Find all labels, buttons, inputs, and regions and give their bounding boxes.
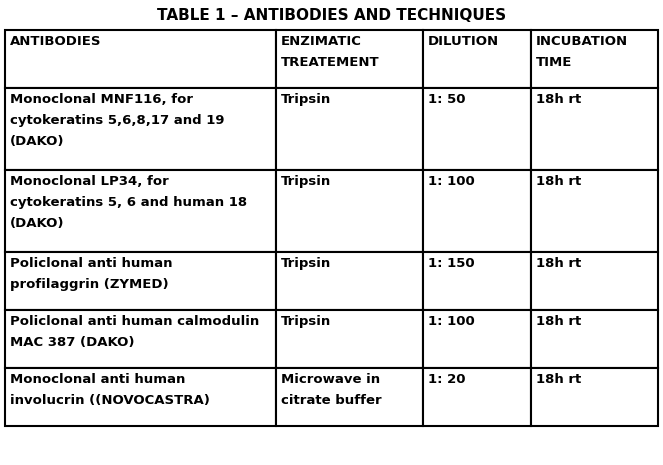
Text: Policlonal anti human calmodulin
MAC 387 (DAKO): Policlonal anti human calmodulin MAC 387… (10, 315, 259, 349)
Bar (5, 30, 276, 88)
Bar (423, 30, 530, 88)
Text: ENZIMATIC
TREATEMENT: ENZIMATIC TREATEMENT (281, 35, 380, 69)
Text: DILUTION: DILUTION (428, 35, 499, 48)
Text: 18h rt: 18h rt (536, 175, 581, 188)
Bar (276, 30, 423, 88)
Text: 18h rt: 18h rt (536, 93, 581, 106)
Bar (530, 252, 658, 310)
Bar (530, 88, 658, 170)
Text: 1: 50: 1: 50 (428, 93, 465, 106)
Text: 18h rt: 18h rt (536, 315, 581, 328)
Bar (276, 170, 423, 252)
Bar (276, 310, 423, 368)
Text: INCUBATION
TIME: INCUBATION TIME (536, 35, 628, 69)
Bar (5, 252, 276, 310)
Bar (423, 368, 530, 426)
Text: Tripsin: Tripsin (281, 93, 332, 106)
Bar (5, 170, 276, 252)
Text: ANTIBODIES: ANTIBODIES (10, 35, 101, 48)
Text: 18h rt: 18h rt (536, 373, 581, 386)
Bar (5, 88, 276, 170)
Bar (530, 30, 658, 88)
Text: 1: 100: 1: 100 (428, 175, 475, 188)
Text: Monoclonal MNF116, for
cytokeratins 5,6,8,17 and 19
(DAKO): Monoclonal MNF116, for cytokeratins 5,6,… (10, 93, 225, 148)
Text: Policlonal anti human
profilaggrin (ZYMED): Policlonal anti human profilaggrin (ZYME… (10, 257, 172, 291)
Text: Tripsin: Tripsin (281, 257, 332, 270)
Text: 18h rt: 18h rt (536, 257, 581, 270)
Bar (276, 88, 423, 170)
Text: Tripsin: Tripsin (281, 315, 332, 328)
Bar (423, 310, 530, 368)
Text: TABLE 1 – ANTIBODIES AND TECHNIQUES: TABLE 1 – ANTIBODIES AND TECHNIQUES (157, 8, 506, 23)
Text: Monoclonal anti human
involucrin ((NOVOCASTRA): Monoclonal anti human involucrin ((NOVOC… (10, 373, 210, 407)
Bar (530, 170, 658, 252)
Bar (276, 252, 423, 310)
Text: Tripsin: Tripsin (281, 175, 332, 188)
Text: 1: 150: 1: 150 (428, 257, 475, 270)
Bar (423, 88, 530, 170)
Bar (5, 310, 276, 368)
Text: Monoclonal LP34, for
cytokeratins 5, 6 and human 18
(DAKO): Monoclonal LP34, for cytokeratins 5, 6 a… (10, 175, 247, 230)
Text: 1: 100: 1: 100 (428, 315, 475, 328)
Bar (530, 368, 658, 426)
Text: 1: 20: 1: 20 (428, 373, 465, 386)
Bar (5, 368, 276, 426)
Bar (423, 252, 530, 310)
Text: Microwave in
citrate buffer: Microwave in citrate buffer (281, 373, 382, 407)
Bar (423, 170, 530, 252)
Bar (530, 310, 658, 368)
Bar (276, 368, 423, 426)
